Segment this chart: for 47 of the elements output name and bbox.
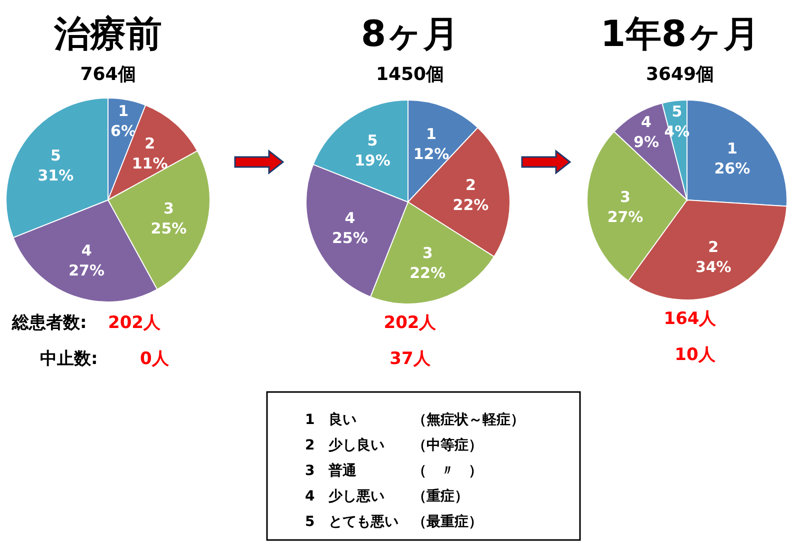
data-label: 22% xyxy=(452,196,489,214)
text: 1 良い （無症状～軽症） xyxy=(305,411,525,428)
text: 202人 xyxy=(108,313,162,333)
slice-label: 3 xyxy=(164,200,174,218)
slice-label: 1 xyxy=(426,125,436,144)
data-label: 22% xyxy=(410,264,446,282)
text: 10人 xyxy=(674,345,716,365)
chart-title: 治療前 xyxy=(53,14,162,55)
data-label: 9% xyxy=(634,133,660,152)
slice-label: 5 xyxy=(672,102,682,121)
slice-label: 2 xyxy=(466,176,476,194)
text: 2 少し良い （中等症） xyxy=(305,436,483,454)
text: 4 少し悪い （重症） xyxy=(305,488,469,504)
slice-label: 2 xyxy=(708,238,719,256)
data-label: 34% xyxy=(695,258,732,276)
chart-title: 8ヶ月 xyxy=(360,14,460,55)
text: 202人 xyxy=(384,313,438,333)
slice-label: 3 xyxy=(620,188,630,206)
slice-label: 4 xyxy=(641,113,652,132)
slice-label: 4 xyxy=(81,242,92,260)
chart-title: 1年8ヶ月 xyxy=(600,14,760,55)
slice-label: 2 xyxy=(144,134,156,153)
text: 中止数: xyxy=(40,349,98,369)
data-label: 31% xyxy=(38,166,74,184)
data-label: 25% xyxy=(150,220,187,238)
text: 37人 xyxy=(390,349,432,369)
text: 5 とても悪い （最重症） xyxy=(305,513,483,530)
chart-subtitle: 764個 xyxy=(80,64,136,85)
text: 総患者数: xyxy=(11,313,87,333)
data-label: 27% xyxy=(68,262,105,280)
data-label: 19% xyxy=(354,152,390,170)
data-label: 25% xyxy=(332,229,368,248)
slice-label: 5 xyxy=(50,146,61,164)
slice-label: 1 xyxy=(726,140,738,158)
slice-label: 5 xyxy=(367,132,378,150)
text: 3 普通 （ 〃 ） xyxy=(305,462,483,479)
data-label: 26% xyxy=(714,160,750,178)
data-label: 11% xyxy=(132,154,168,173)
slice-label: 3 xyxy=(422,244,433,262)
text: 164人 xyxy=(664,309,718,329)
chart-subtitle: 3649個 xyxy=(646,64,714,85)
text: 0人 xyxy=(140,349,170,369)
data-label: 12% xyxy=(413,145,450,164)
slice-label: 4 xyxy=(344,209,356,228)
chart-subtitle: 1450個 xyxy=(376,64,444,85)
data-label: 27% xyxy=(607,208,644,226)
slice-label: 1 xyxy=(118,102,129,120)
